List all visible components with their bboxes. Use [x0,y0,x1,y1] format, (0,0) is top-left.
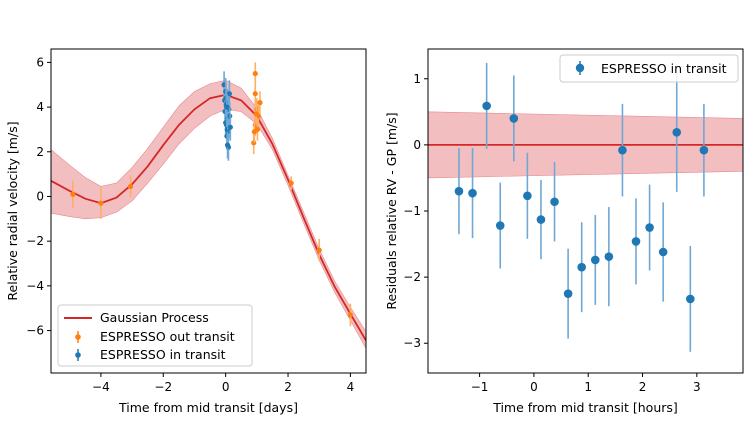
gp-mean-line [51,93,366,342]
left-ytick-label: −2 [26,234,44,248]
residual-point [577,262,586,272]
right-xtick-label: 3 [693,380,701,394]
residual-point [658,247,668,257]
residual-point [672,128,682,137]
out-transit-point [254,126,261,133]
left-xtick-label: −2 [154,380,172,394]
left-panel: −4 −2 0 2 4 −6 −4 −2 0 2 4 6 Time from mid transit… [5,48,367,415]
out-transit-point [98,200,104,206]
right-ytick-label: −3 [403,336,421,350]
left-plot-frame [50,48,367,374]
residual-point [604,252,614,261]
residual-point [482,101,491,111]
right-y-axis-label: Residuals relative RV - GP [m/s] [384,112,399,309]
right-ytick-label: 1 [413,72,421,86]
right-legend-box [559,54,739,83]
out-transit-point [252,91,258,97]
right-ytick-label: 0 [413,138,421,152]
out-transit-point [347,312,354,318]
left-ytick-label: −6 [26,324,44,338]
left-xtick-label: 4 [347,380,355,394]
left-x-axis-label: Time from mid transit [days] [118,400,298,415]
residual-point [686,294,695,304]
legend-in-label: ESPRESSO in transit [100,347,226,362]
residual-point [631,237,641,246]
residual-point [536,215,546,224]
residual-point [454,186,464,196]
left-xtick-label: 2 [284,380,292,394]
right-xtick-label: 0 [530,380,538,394]
legend-out-marker [75,334,81,340]
in-transit-point [227,124,233,130]
residual-point [699,145,709,155]
left-xtick-label: −4 [92,380,110,394]
out-transit-point [288,180,294,186]
out-transit-point [70,191,76,197]
left-ytick-label: 4 [36,100,44,114]
residual-point [618,145,627,155]
residual-point [590,255,600,265]
residual-point [523,191,532,201]
left-ytick-label: 0 [36,189,44,203]
left-y-axis-label: Relative radial velocity [m/s] [5,121,20,300]
residual-point [563,289,573,298]
residual-point [509,114,519,123]
residual-point [468,188,477,198]
right-xtick-label: −1 [471,380,489,394]
right-x-axis-label: Time from mid transit [hours] [492,400,678,415]
right-ytick-label: −2 [403,270,421,284]
right-legend-label: ESPRESSO in transit [601,61,727,76]
legend-out-label: ESPRESSO out transit [100,329,235,344]
right-ytick-label: −1 [403,204,421,218]
left-ytick-label: −4 [26,279,44,293]
out-transit-point [127,183,134,190]
left-ytick-label: 2 [36,145,44,159]
out-transit-point [257,100,263,106]
right-plot-frame [427,48,744,374]
legend-gp-label: Gaussian Process [100,310,209,325]
right-panel: −1 0 1 2 3 −3 −2 −1 0 1 Time from mid transit [h… [384,48,744,415]
in-transit-point [226,91,232,97]
legend-in-marker [75,352,81,358]
residual-point [550,197,559,207]
right-legend-marker [575,63,585,73]
in-transit-point [224,104,230,110]
out-transit-point [253,111,259,117]
out-transit-point [252,70,258,77]
left-ytick-label: 6 [36,55,44,69]
right-xtick-label: 1 [584,380,592,394]
left-xtick-label: 0 [222,380,230,394]
out-transit-point [316,247,322,253]
left-legend-box [57,304,253,367]
residual-point [645,223,654,232]
right-legend: ESPRESSO in transit [559,54,739,83]
left-legend: Gaussian Process ESPRESSO out transit ES… [57,304,253,367]
residual-point [495,221,505,230]
in-transit-point [224,142,231,148]
right-xtick-label: 2 [639,380,647,394]
